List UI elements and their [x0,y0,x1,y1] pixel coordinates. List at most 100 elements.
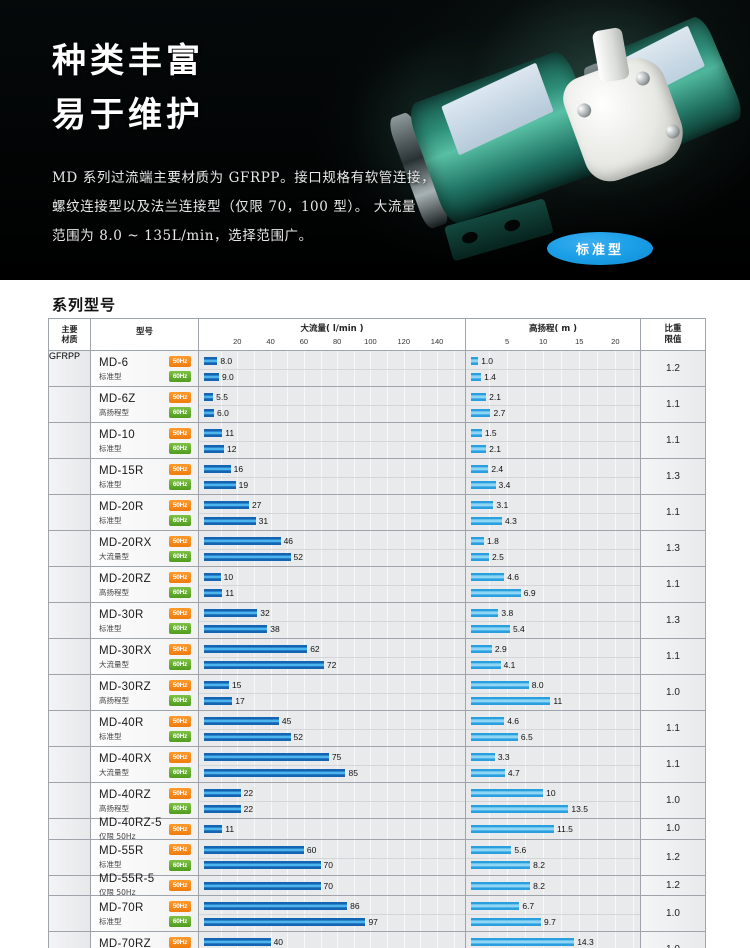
specific-gravity-value: 1.3 [641,459,705,494]
model-subtype: 大流量型 [99,551,129,561]
head-tick-20: 20 [611,337,620,346]
model-cell[interactable]: MD-40RZ-5 仅限 50Hz 50Hz [91,817,199,841]
gridline [579,675,581,710]
gridline [507,423,509,458]
head-value: 5.6 [514,844,527,855]
model-cell[interactable]: MD-30RZ 高扬程型 50Hz 60Hz [91,675,199,710]
model-subtype: 标准型 [99,515,122,525]
gridline [237,495,239,530]
hero-body-line3: 范围为 8.0 ~ 135L/min，选择范围广。 [52,228,313,244]
gridline [287,459,289,494]
gridline [420,675,422,710]
gridline [237,351,239,386]
flow-bar [204,516,256,525]
table-row[interactable]: MD-70R 标准型 50Hz 60Hz 86 97 6.7 9.7 1.0 [49,896,705,932]
frequency-badge-50hz: 50Hz [169,936,191,948]
header-model-label: 型号 [135,327,153,337]
flow-value: 27 [251,500,262,511]
gridline [353,531,355,566]
head-bar [471,861,531,870]
model-cell[interactable]: MD-20R 标准型 50Hz 60Hz [91,495,199,530]
gridline [453,932,455,948]
model-cell[interactable]: MD-55R 标准型 50Hz 60Hz [91,839,199,875]
row-separator [199,729,465,730]
model-cell[interactable]: MD-10 标准型 50Hz 60Hz [91,423,199,458]
gridline [507,896,509,931]
table-row[interactable]: MD-40RZ-5 仅限 50Hz 50Hz 11 11.5 1.0 [49,817,705,841]
head-value: 3.8 [501,608,514,619]
gridline [370,675,372,710]
gridline [597,896,599,931]
gridline [287,387,289,422]
flow-chart-cell: 8.0 9.0 [199,351,466,386]
gridline [387,495,389,530]
model-cell[interactable]: MD-15R 标准型 50Hz 60Hz [91,459,199,494]
gridline [303,639,305,674]
gridline [403,932,405,948]
gridline [270,896,272,931]
gridline [320,423,322,458]
gridline [220,639,222,674]
header-material-line1: 主要 [61,324,78,334]
table-row[interactable]: MD-40RX 大流量型 50Hz 60Hz 75 85 3.3 4.7 1.1 [49,747,705,783]
model-cell[interactable]: MD-40RZ 高扬程型 50Hz 60Hz [91,783,199,818]
head-bar [471,393,487,402]
gridline [237,896,239,931]
gridline [437,603,439,638]
head-chart-cell: 8.0 11 [466,675,641,710]
table-row[interactable]: MD-55R 标准型 50Hz 60Hz 60 70 5.6 8.2 1.2 [49,839,705,876]
table-row[interactable]: MD-15R 标准型 50Hz 60Hz 16 19 2.4 3.4 1.3 [49,459,705,495]
gridline [437,932,439,948]
table-row[interactable]: MD-40RZ 高扬程型 50Hz 60Hz 22 22 10 13.5 1.0 [49,783,705,819]
gridline [403,351,405,386]
table-row[interactable]: MD-30R 标准型 50Hz 60Hz 32 38 3.8 5.4 1.3 [49,603,705,639]
table-row[interactable]: MD-55R-5 仅限 50Hz 50Hz 70 8.2 1.2 [49,873,705,897]
model-cell[interactable]: MD-70RZ高扬程型50Hz60Hz [91,932,199,948]
model-cell[interactable]: MD-30RX 大流量型 50Hz 60Hz [91,639,199,674]
gridline [420,459,422,494]
table-row[interactable]: MD-10 标准型 50Hz 60Hz 11 12 1.5 2.1 1.1 [49,423,705,459]
model-cell[interactable]: MD-6Z 高扬程型 50Hz 60Hz [91,387,199,422]
gridline [353,783,355,818]
flow-bar [204,804,241,813]
model-cell[interactable]: MD-6 标准型 50Hz 60Hz [91,351,199,386]
flow-value: 38 [270,623,280,634]
head-value: 6.5 [520,731,533,742]
gridline [337,819,339,839]
head-bar [471,789,544,798]
model-cell[interactable]: MD-40R 标准型 50Hz 60Hz [91,711,199,746]
gridline [507,459,509,494]
model-cell[interactable]: MD-20RZ 高扬程型 50Hz 60Hz [91,567,199,602]
model-cell[interactable]: MD-55R-5 仅限 50Hz 50Hz [91,873,199,897]
flow-value: 85 [348,767,358,778]
table-row[interactable]: MD-70RZ高扬程型50Hz60Hz404314.320.31.0 [49,932,705,948]
frequency-badge-60hz: 60Hz [169,767,191,779]
table-row[interactable]: MD-20R 标准型 50Hz 60Hz 27 31 3.1 4.3 1.1 [49,495,705,531]
head-bar [471,732,518,741]
model-cell[interactable]: MD-30R 标准型 50Hz 60Hz [91,603,199,638]
table-row[interactable]: MD-40R 标准型 50Hz 60Hz 45 52 4.6 6.5 1.1 [49,711,705,747]
table-row[interactable]: MD-20RX 大流量型 50Hz 60Hz 46 52 1.8 2.5 1.3 [49,531,705,567]
flow-bar [204,660,324,669]
gridline [303,819,305,839]
frequency-badge-60hz: 60Hz [169,659,191,671]
table-row[interactable]: MD-30RX 大流量型 50Hz 60Hz 62 72 2.9 4.1 1.1 [49,639,705,675]
head-value: 9.7 [544,916,556,927]
model-cell[interactable]: MD-40RX 大流量型 50Hz 60Hz [91,747,199,782]
material-cell [49,495,91,530]
material-cell [49,459,91,494]
gridline [453,495,455,530]
gridline [420,875,422,895]
flow-value: 45 [281,716,292,727]
table-row[interactable]: MD-6 标准型 50Hz 60Hz 8.0 9.0 1.0 1.4 1.2 [49,351,705,387]
model-cell[interactable]: MD-70R 标准型 50Hz 60Hz [91,896,199,931]
model-cell[interactable]: MD-20RX 大流量型 50Hz 60Hz [91,531,199,566]
gridline [353,839,355,875]
header-head: 高扬程( m ) 5 10 15 20 [466,319,641,350]
gridline [303,459,305,494]
gridline [270,531,272,566]
gridline [403,603,405,638]
table-row[interactable]: MD-6Z 高扬程型 50Hz 60Hz 5.5 6.0 2.1 2.7 1.1 [49,387,705,423]
table-row[interactable]: MD-20RZ 高扬程型 50Hz 60Hz 10 11 4.6 6.9 1.1 [49,567,705,603]
table-row[interactable]: MD-30RZ 高扬程型 50Hz 60Hz 15 17 8.0 11 1.0 [49,675,705,711]
